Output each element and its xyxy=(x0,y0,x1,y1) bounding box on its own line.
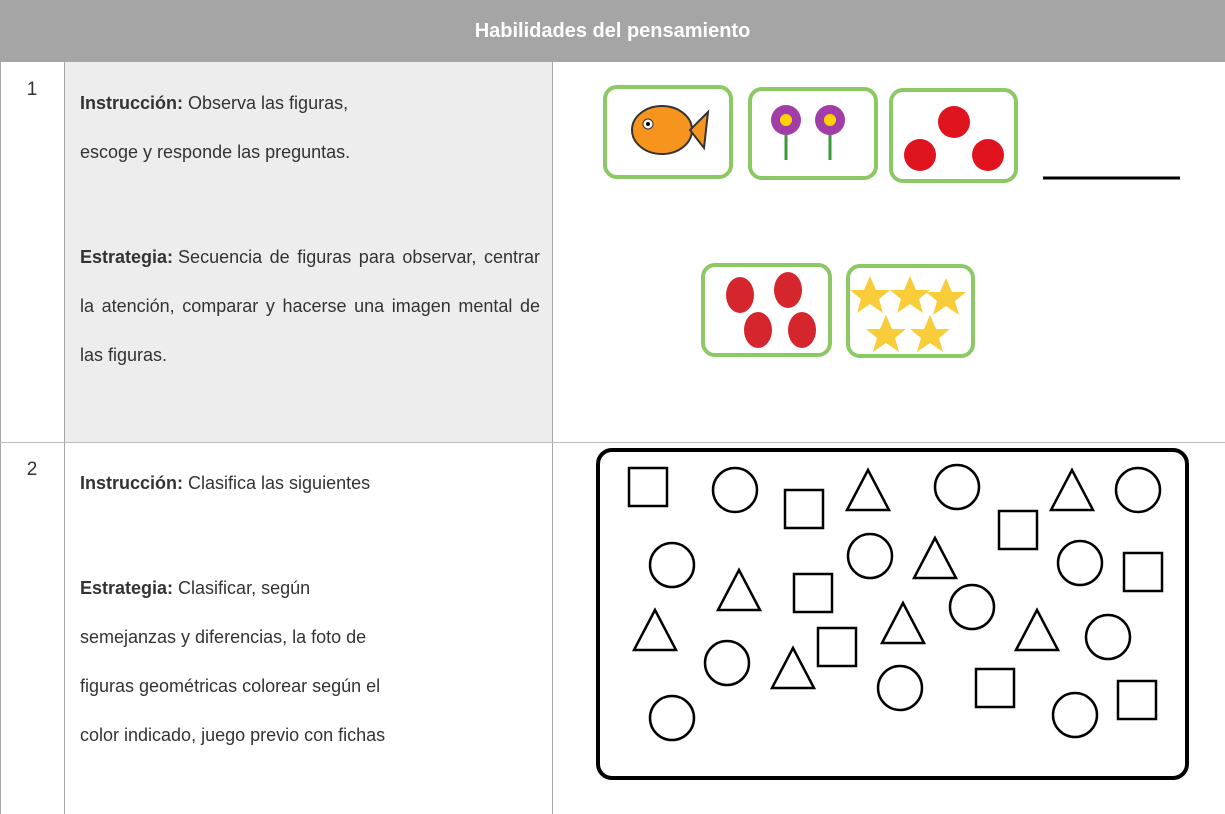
border xyxy=(64,62,65,814)
instruction: Observa las figuras, escoge y responde l… xyxy=(80,93,351,162)
shapes-frame xyxy=(596,448,1189,780)
strategy-label: Estrategia: xyxy=(80,247,174,267)
strawberries xyxy=(726,272,816,348)
fish xyxy=(631,105,710,155)
flowers xyxy=(771,105,845,160)
row-number: 1 xyxy=(26,79,38,100)
instruction-label: Instrucción: xyxy=(80,473,184,493)
apples xyxy=(904,106,1004,171)
geometric-shapes xyxy=(627,463,1164,742)
row-1-background xyxy=(64,62,552,442)
border xyxy=(0,442,1225,443)
table-header: Habilidades del pensamiento xyxy=(0,0,1225,62)
strategy: Secuencia de figuras para observar, cent… xyxy=(80,247,540,365)
row-text: Instrucción: Clasifica las siguientes Est… xyxy=(64,442,404,760)
stars xyxy=(850,276,966,352)
row-number: 2 xyxy=(26,459,38,480)
instruction: Clasifica las siguientes xyxy=(188,473,371,493)
row-text: Instrucción: Observa las figuras, escoge … xyxy=(64,62,552,380)
strategy: Clasificar, según semejanzas y diferenci… xyxy=(80,578,386,745)
border xyxy=(0,62,1,814)
border xyxy=(552,62,553,814)
strategy-label: Estrategia: xyxy=(80,578,174,598)
instruction-label: Instrucción: xyxy=(80,93,184,113)
